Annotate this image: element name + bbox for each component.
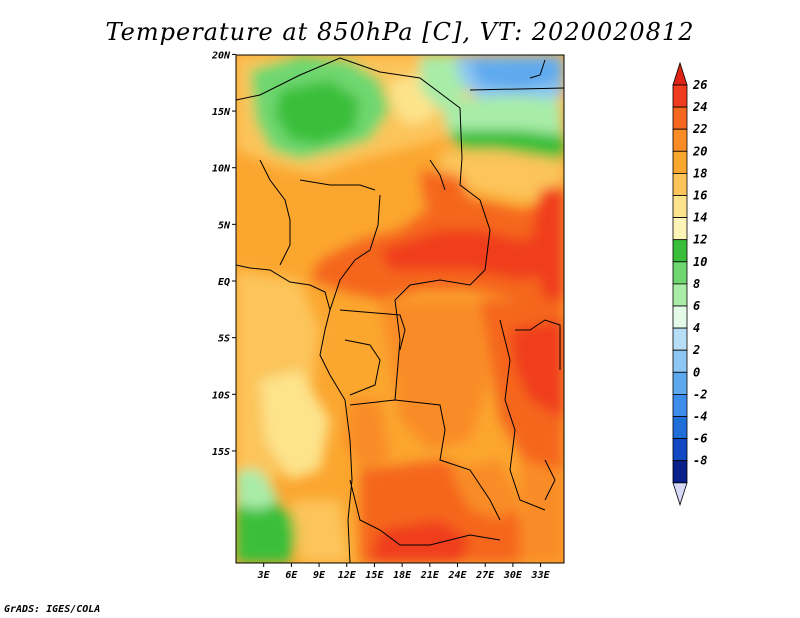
colorbar-label: 4: [693, 321, 700, 335]
colorbar-swatch: [672, 84, 688, 108]
colorbar-label: 6: [693, 299, 700, 313]
lon-label: 12E: [338, 570, 357, 581]
colorbar-label: 12: [693, 233, 707, 247]
colorbar-swatch: [672, 106, 688, 130]
colorbar-swatch: [672, 195, 688, 219]
lat-label: 5S: [218, 334, 230, 345]
colorbar-label: 14: [693, 211, 707, 225]
lon-label: 9E: [313, 570, 326, 581]
colorbar-label: 8: [693, 277, 700, 291]
map-frame: [235, 54, 565, 564]
colorbar-swatch: [672, 239, 688, 263]
colorbar-swatch: [672, 150, 688, 174]
colorbar-swatch: [672, 349, 688, 373]
colorbar-label: 24: [692, 100, 707, 114]
colorbar-label: 16: [693, 189, 707, 203]
longitude-axis: 3E 6E 9E 12E 15E 18E 21E 24E 27E 30E 33E: [257, 563, 551, 581]
colorbar-swatch: [672, 172, 688, 196]
colorbar-swatch: [672, 416, 688, 440]
colorbar-label: 18: [693, 166, 707, 180]
colorbar-label: -4: [693, 410, 707, 424]
colorbar-swatch: [672, 128, 688, 152]
lon-label: 3E: [257, 570, 271, 581]
colorbar-label: 0: [693, 365, 700, 379]
colorbar-bottom-arrow: [672, 482, 688, 507]
lat-label: EQ: [218, 277, 230, 288]
temperature-field: [236, 55, 564, 563]
lat-label: 15S: [212, 447, 230, 458]
lon-label: 24E: [447, 570, 467, 581]
colorbar-swatch: [672, 261, 688, 285]
colorbar-label: 10: [693, 255, 707, 269]
colorbar-label: -2: [693, 387, 707, 401]
lon-label: 6E: [285, 570, 298, 581]
lat-label: 20N: [211, 50, 231, 61]
lon-label: 33E: [531, 570, 551, 581]
lat-label: 15N: [212, 107, 231, 118]
colorbar-swatch: [672, 327, 688, 351]
lon-label: 21E: [420, 570, 440, 581]
colorbar-swatch: [672, 305, 688, 329]
colorbar-label: 20: [692, 144, 707, 158]
colorbar-swatch: [672, 283, 688, 307]
lon-label: 18E: [393, 570, 412, 581]
lat-label: 10S: [212, 390, 230, 401]
credit-label: GrADS: IGES/COLA: [4, 604, 101, 615]
colorbar-top-arrow: [672, 61, 688, 86]
country-borders: [236, 57, 564, 563]
colorbar-label: -8: [693, 454, 707, 468]
colorbar-label: 22: [692, 122, 707, 136]
lat-label: 10N: [212, 164, 231, 175]
colorbar-label: -6: [693, 432, 707, 446]
colorbar-label: 2: [692, 343, 700, 357]
colorbar-swatch: [672, 371, 688, 395]
map-title: Temperature at 850hPa [C], VT: 202002081…: [105, 18, 695, 46]
colorbar-swatch: [672, 217, 688, 241]
colorbar-label: 26: [692, 78, 707, 92]
lat-label: 5N: [218, 220, 231, 231]
colorbar-swatch: [672, 460, 688, 484]
colorbar-swatch: [672, 393, 688, 417]
lon-label: 27E: [475, 570, 495, 581]
colorbar-swatch: [672, 438, 688, 462]
lon-label: 15E: [365, 570, 384, 581]
lon-label: 30E: [503, 570, 523, 581]
latitude-axis: 20N 15N 10N 5N EQ 5S 10S 15S: [211, 50, 236, 458]
